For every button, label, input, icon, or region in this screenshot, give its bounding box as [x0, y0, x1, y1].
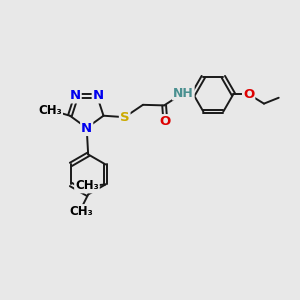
Text: O: O — [160, 115, 171, 128]
Text: O: O — [243, 88, 254, 101]
Text: CH₃: CH₃ — [69, 205, 93, 218]
Text: CH₃: CH₃ — [38, 104, 62, 117]
Text: N: N — [70, 89, 81, 103]
Text: NH: NH — [173, 86, 194, 100]
Text: CH₃: CH₃ — [75, 179, 99, 192]
Text: N: N — [81, 122, 92, 135]
Text: N: N — [93, 89, 104, 103]
Text: S: S — [120, 111, 130, 124]
